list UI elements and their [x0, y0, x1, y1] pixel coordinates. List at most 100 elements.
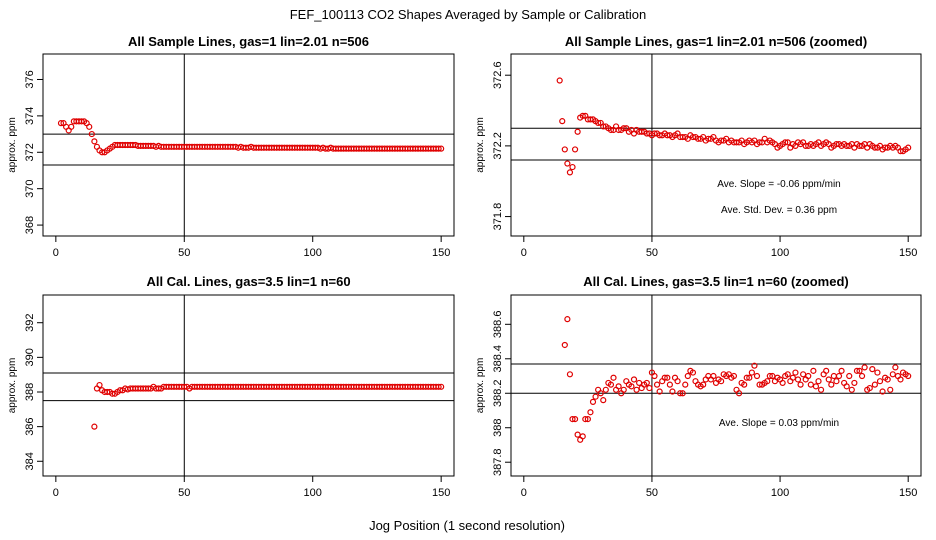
- data-point: [559, 118, 566, 125]
- data-point: [815, 378, 822, 385]
- data-point: [848, 386, 855, 393]
- y-axis-label: approx. ppm: [7, 358, 18, 414]
- data-point: [794, 376, 802, 383]
- data-point: [887, 386, 894, 393]
- data-point: [769, 372, 776, 380]
- data-point: [88, 130, 95, 138]
- data-point: [679, 390, 686, 397]
- y-axis-label: approx. ppm: [475, 117, 486, 173]
- y-axis-label: approx. ppm: [7, 117, 18, 173]
- data-point: [800, 371, 807, 378]
- data-point: [871, 381, 878, 388]
- data-point: [597, 390, 604, 397]
- data-point: [438, 383, 445, 390]
- x-tick-label: 100: [771, 247, 789, 259]
- panel-all-sample-lines: All Sample Lines, gas=1 lin=2.01 n=506 ap…: [7, 34, 455, 259]
- annotation: Ave. Slope = -0.06 ppm/min: [717, 179, 841, 190]
- data-point: [869, 366, 876, 373]
- data-point: [748, 369, 755, 376]
- data-point: [784, 371, 791, 378]
- data-point: [68, 123, 75, 130]
- data-point: [109, 390, 116, 397]
- data-point: [730, 372, 738, 380]
- data-point: [797, 381, 804, 388]
- x-tick-label: 50: [178, 487, 190, 499]
- data-point: [155, 385, 162, 392]
- data-point: [689, 133, 697, 141]
- panel-all-cal-lines-zoomed: All Cal. Lines, gas=3.5 lin=1 n=60 (zoom…: [475, 274, 922, 499]
- data-point: [664, 132, 671, 139]
- plot-frame: [42, 53, 455, 237]
- data-point: [620, 386, 627, 393]
- y-tick-label: 386: [24, 417, 36, 435]
- figure-x-axis-label: Jog Position (1 second resolution): [369, 518, 565, 533]
- data-point: [435, 383, 442, 390]
- x-tick-label: 50: [178, 247, 190, 259]
- plot-frame: [510, 53, 922, 237]
- data-point: [78, 118, 85, 125]
- x-tick-label: 0: [521, 487, 527, 499]
- y-tick-label: 372.6: [492, 61, 504, 89]
- data-point: [889, 371, 896, 378]
- data-point: [656, 388, 663, 395]
- y-tick-label: 372: [24, 143, 36, 161]
- data-point: [620, 125, 627, 132]
- data-point: [91, 423, 98, 430]
- x-tick-label: 150: [432, 487, 450, 499]
- annotation: Ave. Slope = 0.03 ppm/min: [719, 418, 839, 429]
- data-point: [607, 126, 615, 134]
- data-point: [595, 119, 602, 127]
- x-tick-label: 0: [521, 247, 527, 259]
- data-point: [669, 388, 676, 395]
- data-point: [843, 142, 850, 149]
- y-tick-label: 371.8: [492, 203, 504, 231]
- data-point: [843, 383, 850, 390]
- data-point: [846, 372, 853, 380]
- x-tick-label: 50: [646, 487, 658, 499]
- data-point: [615, 126, 622, 134]
- y-tick-label: 388: [492, 419, 504, 437]
- data-point: [564, 160, 571, 167]
- data-point: [861, 364, 868, 371]
- panel-title: All Sample Lines, gas=1 lin=2.01 n=506 (…: [565, 34, 867, 49]
- x-tick-label: 0: [53, 487, 59, 499]
- data-point: [897, 148, 904, 155]
- data-point: [679, 133, 686, 141]
- data-point: [582, 416, 589, 423]
- panel-all-cal-lines: All Cal. Lines, gas=3.5 lin=1 n=60 approx…: [7, 274, 455, 499]
- data-point: [751, 362, 758, 369]
- x-tick-label: 100: [304, 487, 322, 499]
- data-point: [743, 374, 750, 381]
- data-point: [556, 77, 563, 84]
- data-point: [833, 378, 840, 385]
- data-point: [689, 369, 697, 376]
- data-point: [579, 433, 586, 440]
- plot-frame: [42, 294, 455, 477]
- data-point: [636, 379, 643, 387]
- data-point: [684, 372, 691, 380]
- data-point: [651, 130, 658, 137]
- data-point: [779, 379, 786, 387]
- data-point: [825, 376, 832, 383]
- data-point: [882, 144, 889, 151]
- data-point: [733, 139, 740, 146]
- x-tick-label: 150: [899, 487, 917, 499]
- data-point: [661, 374, 668, 381]
- data-point: [802, 142, 809, 149]
- data-point: [792, 369, 799, 376]
- data-point: [694, 135, 702, 142]
- x-tick-label: 150: [899, 247, 917, 259]
- data-point: [892, 364, 899, 371]
- y-tick-label: 388: [24, 383, 36, 401]
- y-tick-label: 372.2: [492, 132, 504, 160]
- data-point: [646, 384, 653, 392]
- data-point: [789, 374, 796, 381]
- panel-title: All Cal. Lines, gas=3.5 lin=1 n=60 (zoom…: [583, 274, 849, 289]
- data-point: [753, 372, 761, 380]
- data-point: [835, 372, 843, 380]
- y-tick-label: 388.2: [492, 379, 504, 407]
- data-point: [561, 341, 568, 349]
- data-point: [746, 374, 753, 381]
- data-point: [145, 385, 152, 392]
